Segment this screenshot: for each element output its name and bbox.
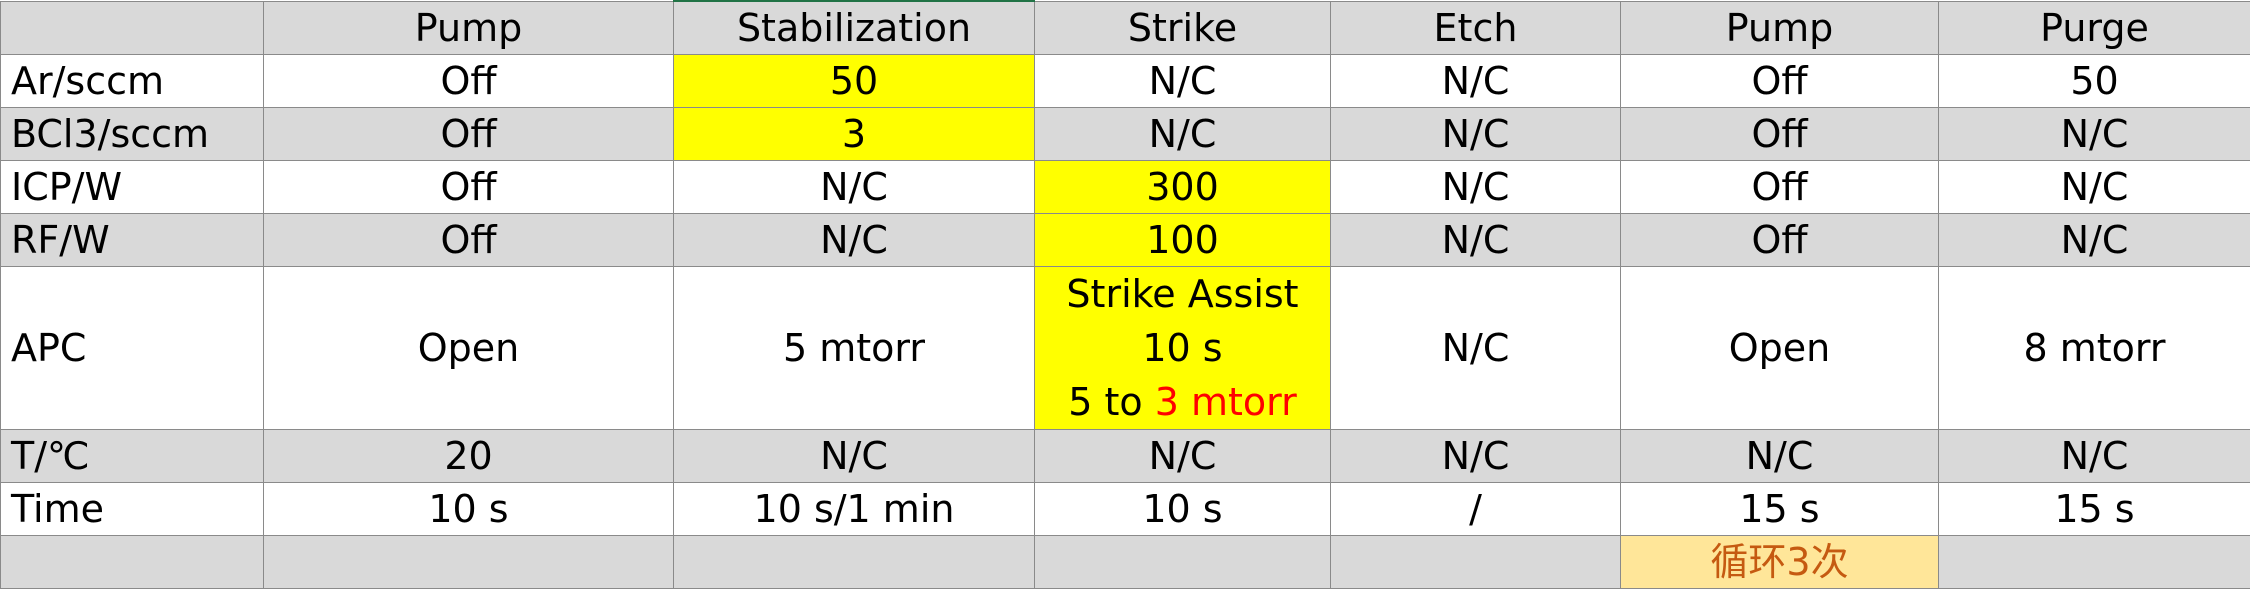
table-row-bcl3: BCl3/sccm Off 3 N/C N/C Off N/C — [0, 107, 2250, 161]
cell-bcl3-strike[interactable]: N/C — [1034, 107, 1331, 161]
cell-temp-pump-2[interactable]: N/C — [1620, 429, 1939, 483]
cell-rf-purge[interactable]: N/C — [1938, 213, 2250, 267]
table-row-temperature: T/℃ 20 N/C N/C N/C N/C N/C — [0, 429, 2250, 483]
header-stabilization[interactable]: Stabilization — [673, 0, 1035, 55]
footer-cell-stabilization[interactable] — [673, 535, 1035, 589]
row-label-ar[interactable]: Ar/sccm — [0, 54, 264, 108]
cell-icp-purge[interactable]: N/C — [1938, 160, 2250, 214]
cell-bcl3-pump[interactable]: Off — [263, 107, 674, 161]
row-label-icp[interactable]: ICP/W — [0, 160, 264, 214]
header-corner-cell[interactable] — [0, 0, 264, 55]
table-row-apc: APC Open 5 mtorr Strike Assist 10 s 5 to… — [0, 266, 2250, 430]
row-label-time[interactable]: Time — [0, 482, 264, 536]
footer-cell-label[interactable] — [0, 535, 264, 589]
cell-apc-pump[interactable]: Open — [263, 266, 674, 430]
cell-ar-stabilization[interactable]: 50 — [673, 54, 1035, 108]
row-label-bcl3[interactable]: BCl3/sccm — [0, 107, 264, 161]
cell-temp-strike[interactable]: N/C — [1034, 429, 1331, 483]
cell-icp-etch[interactable]: N/C — [1330, 160, 1621, 214]
cell-icp-stabilization[interactable]: N/C — [673, 160, 1035, 214]
strike-assist-pressure-prefix: 5 to — [1068, 380, 1155, 424]
cell-bcl3-pump-2[interactable]: Off — [1620, 107, 1939, 161]
cell-temp-pump[interactable]: 20 — [263, 429, 674, 483]
header-strike[interactable]: Strike — [1034, 0, 1331, 55]
strike-assist-label: Strike Assist — [1066, 272, 1299, 316]
header-etch[interactable]: Etch — [1330, 0, 1621, 55]
cell-temp-etch[interactable]: N/C — [1330, 429, 1621, 483]
strike-assist-pressure-target: 3 mtorr — [1154, 380, 1297, 424]
cell-apc-purge[interactable]: 8 mtorr — [1938, 266, 2250, 430]
footer-cell-strike[interactable] — [1034, 535, 1331, 589]
cell-rf-pump[interactable]: Off — [263, 213, 674, 267]
row-label-temperature[interactable]: T/℃ — [0, 429, 264, 483]
table-row-rf: RF/W Off N/C 100 N/C Off N/C — [0, 213, 2250, 267]
header-pump-2[interactable]: Pump — [1620, 0, 1939, 55]
cell-time-stabilization[interactable]: 10 s/1 min — [673, 482, 1035, 536]
cell-time-strike[interactable]: 10 s — [1034, 482, 1331, 536]
cell-bcl3-stabilization[interactable]: 3 — [673, 107, 1035, 161]
cell-apc-strike[interactable]: Strike Assist 10 s 5 to 3 mtorr — [1034, 266, 1331, 430]
cell-apc-stabilization[interactable]: 5 mtorr — [673, 266, 1035, 430]
cell-icp-pump-2[interactable]: Off — [1620, 160, 1939, 214]
cell-time-pump-2[interactable]: 15 s — [1620, 482, 1939, 536]
cell-rf-strike[interactable]: 100 — [1034, 213, 1331, 267]
header-pump[interactable]: Pump — [263, 0, 674, 55]
strike-assist-duration: 10 s — [1142, 326, 1223, 370]
table-row-ar: Ar/sccm Off 50 N/C N/C Off 50 — [0, 54, 2250, 108]
cell-apc-pump-2[interactable]: Open — [1620, 266, 1939, 430]
cell-icp-pump[interactable]: Off — [263, 160, 674, 214]
cell-ar-purge[interactable]: 50 — [1938, 54, 2250, 108]
table-row-time: Time 10 s 10 s/1 min 10 s / 15 s 15 s — [0, 482, 2250, 536]
cell-rf-etch[interactable]: N/C — [1330, 213, 1621, 267]
table-row-footer: 循环3次 — [0, 535, 2250, 589]
row-label-apc[interactable]: APC — [0, 266, 264, 430]
footer-cell-purge[interactable] — [1938, 535, 2250, 589]
footer-cell-etch[interactable] — [1330, 535, 1621, 589]
cell-ar-pump-2[interactable]: Off — [1620, 54, 1939, 108]
header-row: Pump Stabilization Strike Etch Pump Purg… — [0, 0, 2250, 55]
cell-icp-strike[interactable]: 300 — [1034, 160, 1331, 214]
cell-ar-strike[interactable]: N/C — [1034, 54, 1331, 108]
cell-time-purge[interactable]: 15 s — [1938, 482, 2250, 536]
footer-cell-pump[interactable] — [263, 535, 674, 589]
cell-apc-etch[interactable]: N/C — [1330, 266, 1621, 430]
cycle-note-cell[interactable]: 循环3次 — [1620, 535, 1939, 589]
cell-rf-pump-2[interactable]: Off — [1620, 213, 1939, 267]
table-row-icp: ICP/W Off N/C 300 N/C Off N/C — [0, 160, 2250, 214]
cell-ar-pump[interactable]: Off — [263, 54, 674, 108]
strike-assist-pressure: 5 to 3 mtorr — [1036, 375, 1330, 429]
cell-time-etch[interactable]: / — [1330, 482, 1621, 536]
cell-bcl3-purge[interactable]: N/C — [1938, 107, 2250, 161]
cell-bcl3-etch[interactable]: N/C — [1330, 107, 1621, 161]
cell-temp-purge[interactable]: N/C — [1938, 429, 2250, 483]
row-label-rf[interactable]: RF/W — [0, 213, 264, 267]
cell-rf-stabilization[interactable]: N/C — [673, 213, 1035, 267]
cell-temp-stabilization[interactable]: N/C — [673, 429, 1035, 483]
header-purge[interactable]: Purge — [1938, 0, 2250, 55]
cell-time-pump[interactable]: 10 s — [263, 482, 674, 536]
cell-ar-etch[interactable]: N/C — [1330, 54, 1621, 108]
